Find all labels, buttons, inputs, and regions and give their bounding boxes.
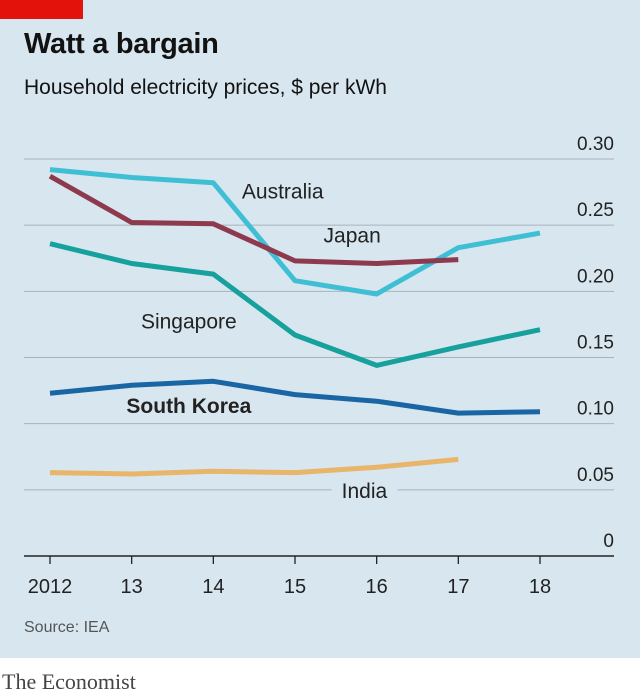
x-tick-label: 14	[202, 576, 224, 598]
x-tick-label: 17	[447, 576, 469, 598]
source-note: Source: IEA	[24, 619, 110, 636]
series-line-australia	[49, 167, 541, 297]
series-label-japan: Japan	[324, 224, 381, 247]
series-line-south-korea	[49, 378, 541, 416]
series-label-south-korea: South Korea	[126, 395, 251, 418]
chart-title: Watt a bargain	[24, 28, 219, 60]
series-line-india	[49, 456, 459, 477]
label-mask	[331, 478, 398, 505]
brand-tag	[0, 0, 83, 19]
x-tick-label: 2012	[28, 576, 73, 598]
series-label-singapore: Singapore	[141, 310, 237, 333]
y-tick-label: 0.30	[577, 134, 614, 155]
x-tick-label: 15	[284, 576, 306, 598]
series-label-india: India	[342, 480, 388, 503]
line-chart: 0 0.05 0.10 0.15 0.20 0.25 0.30 2012 13 14 15 16 17 1…	[24, 134, 614, 598]
y-tick-label: 0.20	[577, 266, 614, 287]
series-line-singapore	[49, 241, 541, 368]
x-tick-label: 13	[121, 576, 143, 598]
x-tick-label: 18	[529, 576, 551, 598]
y-tick-label: 0.25	[577, 200, 614, 221]
y-tick-label: 0.15	[577, 333, 614, 354]
y-tick-label: 0.10	[577, 399, 614, 420]
chart-subtitle: Household electricity prices, $ per kWh	[24, 76, 387, 99]
publisher-wordmark: The Economist	[2, 669, 136, 694]
chart-panel: Watt a bargain Household electricity pri…	[0, 0, 640, 658]
y-tick-label: 0	[603, 531, 614, 552]
y-tick-label: 0.05	[577, 465, 614, 486]
series-line-japan	[48, 174, 459, 266]
series-label-australia: Australia	[242, 181, 324, 204]
x-tick-label: 16	[366, 576, 388, 598]
